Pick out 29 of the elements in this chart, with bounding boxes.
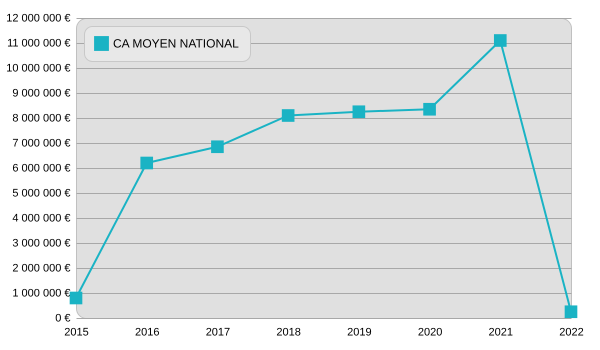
point [140, 156, 154, 170]
point [282, 109, 294, 122]
y-tick-label: 4 000 000 € [12, 212, 70, 224]
point [494, 34, 507, 47]
point [352, 105, 366, 118]
x-tick-label: 2015 [64, 326, 89, 338]
y-tick-label: 9 000 000 € [12, 88, 70, 100]
x-tick-label: 2019 [347, 326, 372, 338]
y-tick-label: 6 000 000 € [12, 162, 70, 174]
y-tick-label: 12 000 000 € [6, 12, 70, 24]
x-tick-label: 2021 [488, 326, 514, 338]
x-tick-label: 2020 [418, 326, 442, 338]
y-tick-label: 7 000 000 € [12, 138, 70, 150]
y-tick-label: 8 000 000 € [12, 112, 70, 124]
x-tick-label: 2017 [206, 326, 230, 338]
x-tick-label: 2016 [134, 326, 160, 338]
point [564, 305, 578, 318]
point [70, 292, 82, 304]
y-tick-label: 0 € [55, 312, 70, 324]
x-tick-label: 2018 [276, 326, 301, 338]
y-tick-label: 10 000 000 € [6, 62, 70, 74]
point [423, 102, 436, 116]
y-tick-label: 2 000 000 € [12, 262, 70, 274]
y-tick-label: 3 000 000 € [12, 238, 70, 250]
y-tick-label: 11 000 000 € [7, 38, 70, 50]
x-tick-label: 2022 [559, 326, 584, 338]
y-tick-label: 5 000 000 € [12, 188, 70, 200]
legend-label: CA MOYEN NATIONAL [113, 36, 240, 50]
point [211, 140, 224, 154]
